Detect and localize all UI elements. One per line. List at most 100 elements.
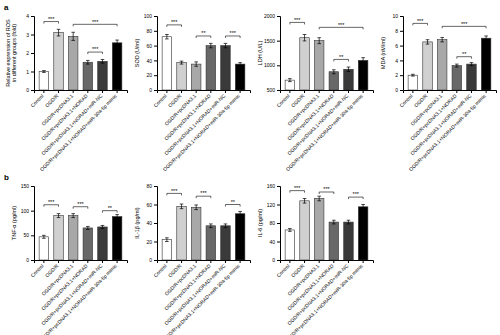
bar [191, 64, 201, 90]
x-tick-mark [43, 260, 44, 263]
subplot: 04080120160ControlOGD/ROGD/R+pcDNA3.1OGD… [257, 183, 374, 335]
y-tick-label: 0 [149, 87, 152, 93]
subplot: 050100150ControlOGD/ROGD/R+pcDNA3.1OGD/R… [4, 173, 128, 335]
bar [221, 226, 231, 260]
error-cap [101, 225, 105, 226]
error-cap [317, 196, 321, 197]
error-bar [289, 79, 290, 82]
y-tick: 2 [395, 72, 403, 78]
x-tick-mark [73, 260, 74, 263]
bar [83, 228, 93, 260]
y-axis: 500100015002000 [264, 13, 281, 93]
x-tick-mark [319, 90, 320, 93]
y-tick: 2 [26, 50, 34, 56]
x-tick: OGD/R+pcDNA3.1+NORAD+miR-NC [286, 260, 350, 326]
plot-area [162, 204, 245, 260]
error-cap [303, 34, 307, 35]
error-bar [117, 215, 118, 219]
y-tick-mark [154, 16, 157, 17]
chart-figure: 01234ControlOGD/ROGD/R+pcDNA3.1OGD/R+pcD… [0, 0, 500, 335]
y-tick-label: 80 [146, 183, 152, 189]
y-axis-label: MDA (nM/ml) [380, 37, 386, 69]
significance-label: *** [171, 19, 178, 25]
error-cap [194, 204, 198, 205]
bar [39, 237, 49, 260]
significance-bracket [290, 191, 305, 193]
bar [358, 207, 368, 260]
error-cap [484, 35, 488, 36]
y-tick: 0 [395, 87, 403, 93]
significance-label: *** [294, 185, 301, 191]
bar [68, 216, 78, 260]
error-cap [180, 204, 184, 205]
x-tick-label: OGD/R+pcDNA3.1+NORAD+miR-NC [409, 92, 473, 156]
error-cap [361, 204, 365, 205]
y-tick: 80 [146, 183, 157, 189]
subplot: 020406080100ControlOGD/ROGD/R+pcDNA3.1OG… [134, 13, 251, 172]
y-tick: 10 [392, 13, 403, 19]
significance-label: *** [461, 21, 468, 27]
subplot: 01234ControlOGD/ROGD/R+pcDNA3.1OGD/R+pcD… [4, 3, 128, 172]
x-tick: OGD/R+pcDNA3.1+NORAD+miR-30a-5p mimic [161, 90, 241, 172]
y-tick: 8 [395, 28, 403, 34]
bar [437, 40, 447, 90]
error-bar [240, 63, 241, 66]
error-cap [347, 71, 351, 72]
y-tick-mark [154, 242, 157, 243]
error-cap [71, 217, 75, 218]
x-tick: OGD/R+pcDNA3.1+NORAD+miR-30a-5p mimic [284, 260, 364, 335]
error-cap [238, 62, 242, 63]
error-cap [332, 220, 336, 221]
error-cap [57, 35, 61, 36]
significance-label: *** [92, 46, 99, 52]
y-tick-mark [277, 16, 280, 17]
x-tick: OGD/R+pcDNA3.1+NORAD+miR-30a-5p mimic [284, 90, 364, 172]
x-tick-label: OGD/R+pcDNA3.1+NORAD+miR-30a-5p mimic [407, 92, 487, 172]
error-bar [363, 205, 364, 210]
x-tick-mark [117, 90, 118, 93]
y-tick-mark [277, 186, 280, 187]
significance-bracket [290, 22, 305, 24]
error-cap [347, 220, 351, 221]
bar [285, 230, 295, 260]
y-tick-mark [154, 223, 157, 224]
y-axis-line [400, 17, 404, 91]
y-tick: 100 [144, 13, 157, 19]
y-axis-label: LDH (U/L) [257, 40, 263, 65]
x-tick-mark [181, 90, 182, 93]
y-tick-mark [31, 90, 34, 91]
bar [344, 222, 354, 260]
x-tick-label: OGD/R+pcDNA3.1+NORAD+miR-30a-5p mimic [38, 92, 118, 172]
plot-area [39, 214, 122, 260]
error-bar [166, 238, 167, 242]
y-tick-mark [277, 242, 280, 243]
y-tick-label: 20 [146, 72, 152, 78]
y-axis: 020406080 [146, 183, 157, 263]
y-tick-label: 1000 [264, 62, 275, 68]
significance-label: ** [231, 199, 236, 205]
y-tick: 40 [146, 58, 157, 64]
error-cap [361, 209, 365, 210]
error-cap [115, 40, 119, 41]
significance-label: *** [92, 19, 99, 25]
y-tick-label: 150 [21, 183, 30, 189]
x-tick-label: Control [29, 93, 45, 109]
x-tick-mark [58, 90, 59, 93]
significance-label: ** [462, 51, 467, 57]
x-tick-mark [225, 90, 226, 93]
error-bar [471, 63, 472, 66]
error-bar [43, 235, 44, 238]
plot-area [162, 35, 245, 91]
subplot: 0246810ControlOGD/ROGD/R+pcDNA3.1OGD/R+p… [380, 13, 497, 172]
x-tick-mark [427, 90, 428, 93]
y-tick: 60 [146, 43, 157, 49]
error-cap [194, 209, 198, 210]
x-axis: ControlOGD/ROGD/R+pcDNA3.1OGD/R+pcDNA3.1… [152, 90, 250, 172]
y-axis: 0246810 [392, 13, 403, 93]
y-tick-mark [31, 53, 34, 54]
error-cap [180, 64, 184, 65]
error-cap [455, 64, 459, 65]
x-tick-label: OGD/R+pcDNA3.1+NORAD+miR-NC [286, 262, 350, 326]
error-cap [165, 237, 169, 238]
x-tick-label: Control [275, 263, 291, 279]
